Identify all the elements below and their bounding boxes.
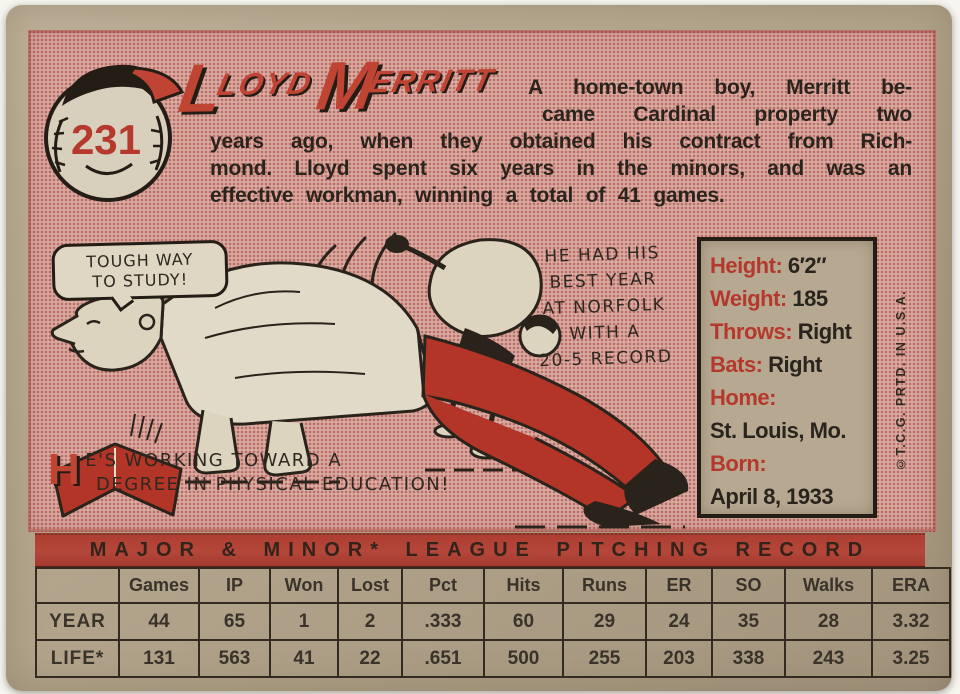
stat-value: Right [797,319,852,344]
name-last-rest: ERRITT [366,62,499,100]
stat-row: Bats: Right [710,348,864,381]
bio-line: mond. Lloyd spent six years in the minor… [210,157,912,180]
baseball-head-icon: 231 [44,64,185,202]
player-info-box: Height: 6′2″ Weight: 185 Throws: Right B… [697,237,877,518]
stat-cell: 1 [269,602,339,641]
cartoon-caption: H E'S WORKING TOWARD A DEGREE IN PHYSICA… [48,445,528,496]
column-header: Hits [483,567,564,604]
stat-value: 185 [792,286,828,311]
stat-cell: 255 [562,639,647,678]
stat-cell: 243 [784,639,873,678]
stat-cell: 65 [198,602,271,641]
stat-row: Throws: Right [710,315,864,348]
pitching-record-table: Games IP Won Lost Pct Hits Runs ER SO Wa… [35,567,951,678]
bio-line: years ago, when they obtained his contra… [210,130,912,153]
stat-cell: .333 [401,602,485,641]
speech-bubble: TOUGH WAY TO STUDY! [51,239,229,302]
stat-value: St. Louis, Mo. [710,418,847,443]
speech-bubble-line: TO STUDY! [92,269,189,292]
table-header-row: Games IP Won Lost Pct Hits Runs ER SO Wa… [35,567,951,604]
stat-label: Born: [710,451,767,476]
column-header: ERA [871,567,951,604]
stat-row: April 8, 1933 [710,480,864,513]
stat-cell: 29 [562,602,647,641]
caption-initial: H [48,445,82,494]
caption-line2: DEGREE IN PHYSICAL EDUCATION! [96,474,450,495]
stat-label: Home: [710,385,776,410]
table-row: LIFE* 131 563 41 22 .651 500 255 203 338… [35,639,951,678]
stat-cell: 131 [118,639,200,678]
stat-row: Weight: 185 [710,282,864,315]
name-first-rest: LOYD [213,65,316,103]
stat-cell: 41 [269,639,339,678]
column-header: Runs [562,567,647,604]
stat-cell: 203 [645,639,713,678]
bio-line: came Cardinal property two [542,103,912,126]
stat-label: Bats: [710,352,763,377]
bio-line: effective workman, winning a total of 41… [210,184,725,207]
stat-value: 6′2″ [787,253,827,278]
stat-row: Born: [710,447,864,480]
column-header: IP [198,567,271,604]
stat-cell: 60 [483,602,564,641]
column-header: Walks [784,567,873,604]
stat-row: Height: 6′2″ [710,249,864,282]
column-header: SO [711,567,786,604]
card-number: 231 [71,116,141,163]
column-header: ER [645,567,713,604]
stat-cell: 22 [337,639,403,678]
stat-cell: 338 [711,639,786,678]
table-row: YEAR 44 65 1 2 .333 60 29 24 35 28 3.32 [35,602,951,641]
copyright-vertical: ©T.C.G. PRTD. IN U.S.A. [894,289,908,471]
stat-cell: 24 [645,602,713,641]
column-header: Games [118,567,200,604]
stat-row: St. Louis, Mo. [710,414,864,447]
stat-cell: 2 [337,602,403,641]
cartoon-note: HE HAD HIS BEST YEAR AT NORFOLK WITH A 2… [504,239,704,376]
baseball-card-back: 231 LLOYDMERRITT A home-town boy, Merrit… [6,5,952,691]
table-title-banner: MAJOR & MINOR* LEAGUE PITCHING RECORD [35,533,925,567]
bio-line: A home-town boy, Merritt be- [528,76,912,99]
stat-label: Weight: [710,286,787,311]
column-header: Pct [401,567,485,604]
stat-cell: .651 [401,639,485,678]
stat-cell: 44 [118,602,200,641]
stat-label: Throws: [710,319,793,344]
stat-cell: 3.32 [871,602,951,641]
stat-value: Right [768,352,822,377]
printed-area: 231 LLOYDMERRITT A home-town boy, Merrit… [28,30,936,532]
stat-cell: 3.25 [871,639,951,678]
row-label: YEAR [35,602,120,641]
caption-line1: E'S WORKING TOWARD A [85,450,343,471]
row-label: LIFE* [35,639,120,678]
stat-cell: 35 [711,602,786,641]
stat-row: Home: [710,381,864,414]
stat-cell: 500 [483,639,564,678]
column-header [35,567,120,604]
stat-cell: 563 [198,639,271,678]
stat-label: Height: [710,253,783,278]
player-name: LLOYDMERRITT [174,47,500,127]
column-header: Lost [337,567,403,604]
stat-cell: 28 [784,602,873,641]
stat-value: April 8, 1933 [710,484,834,509]
column-header: Won [269,567,339,604]
